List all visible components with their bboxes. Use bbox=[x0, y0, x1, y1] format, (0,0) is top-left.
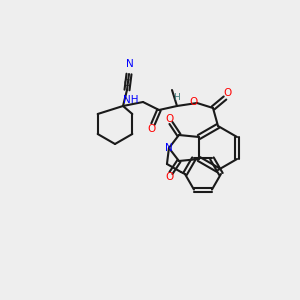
Text: O: O bbox=[166, 172, 174, 182]
Text: O: O bbox=[147, 124, 155, 134]
Text: NH: NH bbox=[124, 95, 139, 105]
Text: O: O bbox=[166, 114, 174, 124]
Text: N: N bbox=[126, 59, 134, 69]
Text: N: N bbox=[165, 143, 173, 153]
Text: O: O bbox=[223, 88, 231, 98]
Text: H: H bbox=[174, 94, 180, 103]
Text: O: O bbox=[189, 97, 197, 107]
Text: C: C bbox=[124, 79, 130, 88]
